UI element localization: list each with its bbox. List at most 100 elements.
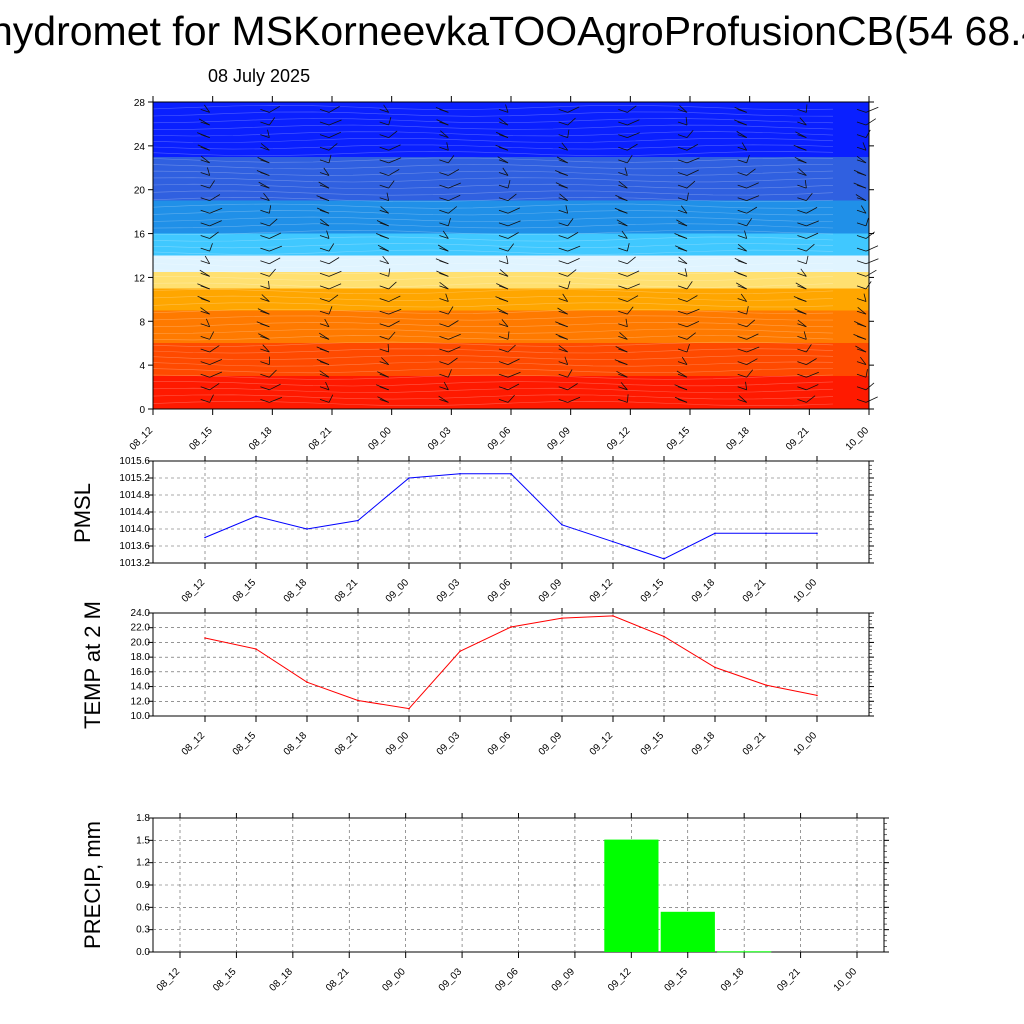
contour-line [152, 302, 834, 308]
wind-barb [448, 194, 461, 202]
wind-barb [621, 230, 628, 239]
contour-line [152, 249, 834, 255]
contour-line [152, 229, 834, 235]
contour-line [152, 104, 834, 111]
wind-barb-flag [737, 336, 747, 340]
wind-barb-flag [618, 285, 628, 290]
wind-barb [559, 193, 568, 201]
wind-barb [746, 182, 759, 189]
wind-barb [686, 295, 698, 302]
wind-barb [442, 230, 449, 239]
y-tick-label: 1014.0 [119, 524, 150, 535]
contour-line [152, 190, 834, 196]
temp-point [306, 681, 308, 683]
wind-barb [388, 116, 392, 126]
wind-barb-flag [260, 399, 270, 403]
wind-barb-flag [618, 222, 628, 227]
wind-barb-flag [319, 172, 330, 176]
contour-line [152, 210, 834, 216]
contour-line [152, 197, 834, 203]
wind-barb-flag [737, 298, 747, 302]
wind-barb-flag [856, 260, 867, 265]
wind-barb [263, 192, 270, 201]
wind-barb-flag [737, 310, 747, 315]
wind-barb-flag [319, 121, 330, 126]
wind-barb-flag [558, 285, 568, 290]
x-tick-label: 08_21 [324, 966, 352, 994]
wind-barb [499, 269, 509, 277]
wind-barb-flag [379, 247, 389, 252]
wind-barb-flag [200, 361, 210, 365]
wind-barb-flag [737, 222, 747, 227]
wind-barb-flag [260, 172, 270, 176]
wind-barb [679, 105, 688, 113]
wind-barb-flag [797, 121, 807, 126]
wind-barb-flag [260, 235, 270, 239]
wind-barb [686, 192, 689, 201]
wind-barb [507, 180, 511, 189]
wind-barb-flag [319, 146, 330, 151]
x-tick-label: 08_18 [282, 577, 310, 605]
wind-barb [561, 142, 568, 151]
precip-bar [604, 839, 659, 952]
pmsl-point [459, 472, 461, 475]
wind-barb [627, 119, 640, 126]
wind-barb-flag [260, 146, 270, 151]
wind-barb [799, 117, 807, 126]
wind-barb-flag [558, 121, 568, 126]
wind-barb-flag [260, 222, 270, 227]
wind-barb-flag [200, 348, 210, 353]
wind-barb [567, 383, 578, 391]
x-tick-label: 08_15 [211, 966, 239, 994]
x-tick-label: 09_03 [435, 730, 463, 758]
contour-line [152, 354, 834, 360]
pmsl-point [204, 536, 206, 539]
wind-barb [859, 356, 867, 365]
wind-barb-flag [439, 386, 449, 391]
wind-barb [388, 268, 391, 277]
wind-barb-flag [260, 361, 270, 365]
wind-barb [804, 180, 807, 189]
contour-line [152, 400, 834, 407]
wind-barb [865, 217, 869, 227]
wind-barb-flag [677, 386, 688, 391]
wind-barb-flag [618, 399, 628, 403]
wind-barb-flag [677, 146, 688, 151]
wind-barb [798, 168, 807, 176]
y-tick-label: 28 [134, 98, 146, 109]
y-tick-label: 12 [134, 273, 146, 284]
wind-barb [328, 257, 340, 265]
wind-barb-flag [856, 386, 867, 391]
wind-barb [686, 144, 698, 151]
wind-barb-flag [797, 361, 807, 365]
wind-barb-flag [260, 197, 270, 202]
x-tick-label: 09_12 [588, 577, 616, 605]
wind-barb [680, 205, 688, 214]
wind-barb [269, 369, 277, 378]
wind-barb-flag [319, 285, 330, 290]
x-tick-label: 09_12 [606, 966, 634, 994]
wind-barb-flag [319, 260, 330, 265]
wind-barb [806, 193, 813, 201]
contour-line [152, 256, 834, 262]
wind-barb [507, 331, 510, 340]
wind-barb [806, 207, 818, 214]
wind-barb-flag [439, 197, 449, 202]
wind-barb [269, 245, 283, 252]
wind-barb-flag [498, 222, 509, 227]
contour-line [152, 144, 834, 150]
wind-barb-flag [856, 121, 867, 126]
wind-barb-flag [618, 373, 628, 378]
temp-point [510, 626, 512, 628]
contour-line [152, 262, 833, 268]
wind-barb-flag [319, 323, 330, 328]
wind-barb-flag [797, 336, 807, 340]
wind-barb-flag [200, 209, 210, 214]
wind-barb [318, 332, 330, 340]
contour-line [152, 322, 834, 328]
heatmap-field [153, 102, 869, 409]
x-tick-label: 09_09 [545, 425, 573, 453]
wind-barb [746, 333, 759, 340]
wind-barb [206, 318, 211, 327]
wind-barb-flag [319, 386, 330, 391]
